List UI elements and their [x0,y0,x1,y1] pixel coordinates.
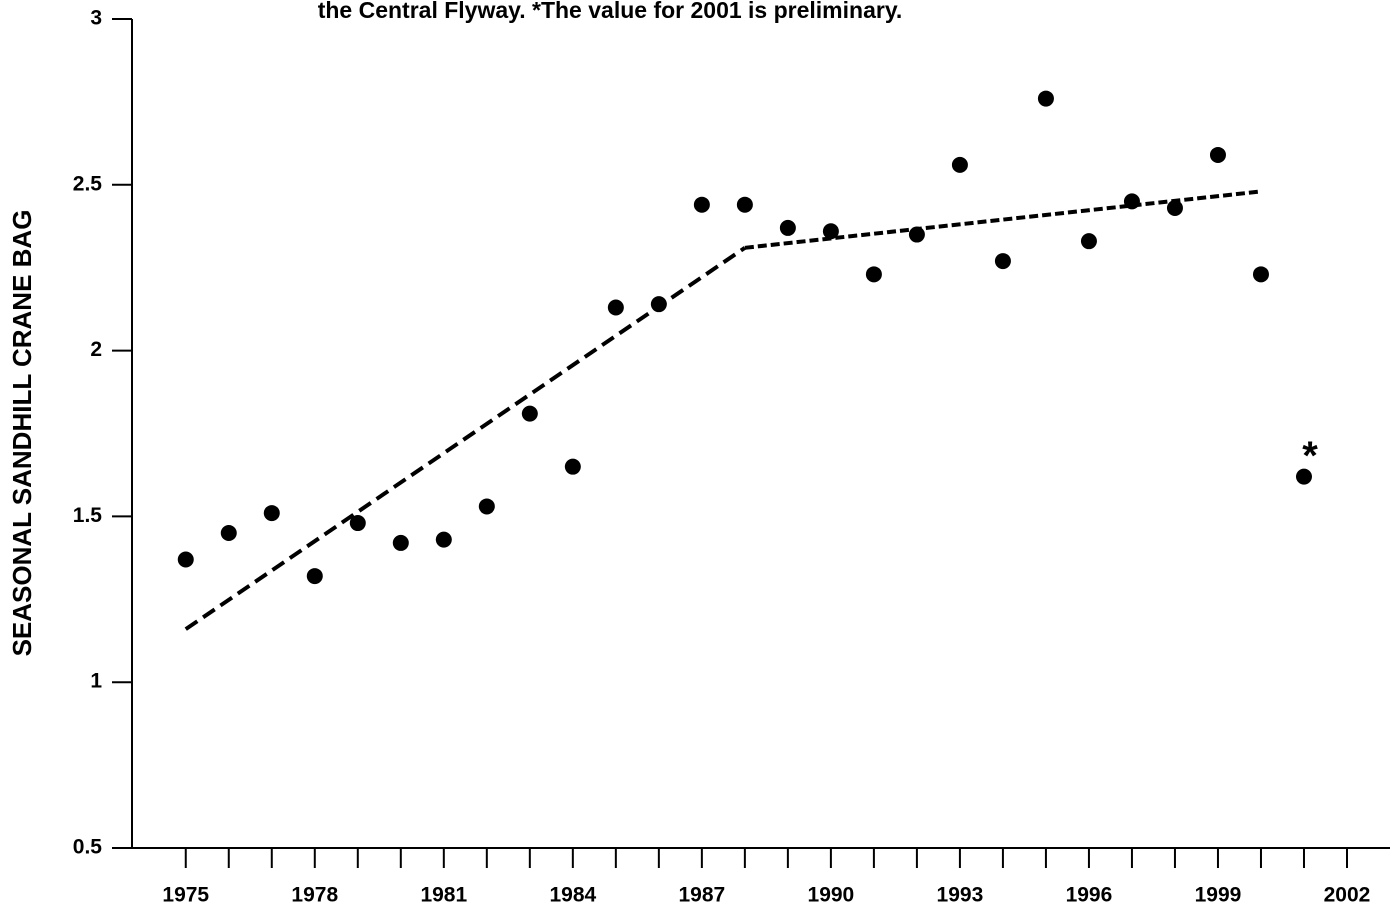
data-point [564,458,581,475]
data-point [220,524,237,541]
data-point [908,226,925,243]
x-tick-label: 1990 [808,884,855,907]
data-point [650,296,667,313]
data-point [607,299,624,316]
data-point [392,534,409,551]
x-tick-label: 1996 [1066,884,1113,907]
data-point [994,253,1011,270]
y-tick-label: 1.5 [73,504,103,527]
trend-line [744,189,1262,250]
x-tick-label: 1981 [420,884,467,907]
data-point [1080,233,1097,250]
data-point [1295,468,1312,485]
data-point [306,568,323,585]
data-point [779,219,796,236]
data-point [1252,266,1269,283]
trend-line [184,246,746,631]
x-tick-label: 2002 [1324,884,1371,907]
data-point [1166,200,1183,217]
y-tick-label: 3 [90,7,102,30]
y-tick-label: 2.5 [73,172,103,195]
data-point [435,531,452,548]
annotation: * [1302,434,1318,478]
data-point [736,196,753,213]
y-tick-label: 1 [90,670,102,693]
data-point [1037,90,1054,107]
x-tick-label: 1984 [549,884,596,907]
data-point [478,498,495,515]
x-tick-label: 1993 [937,884,984,907]
data-point [951,156,968,173]
y-tick-label: 0.5 [73,836,103,859]
y-axis-label: SEASONAL SANDHILL CRANE BAG [7,210,37,657]
data-point [1209,146,1226,163]
data-point [349,515,366,532]
data-point [822,223,839,240]
chart-title: the Central Flyway. *The value for 2001 … [318,0,903,23]
x-tick-label: 1987 [679,884,726,907]
x-tick-label: 1978 [291,884,338,907]
data-point [263,505,280,522]
data-point [521,405,538,422]
data-point [177,551,194,568]
x-tick-label: 1975 [162,884,209,907]
y-tick-label: 2 [90,338,102,361]
x-tick-label: 1999 [1195,884,1242,907]
data-point [865,266,882,283]
data-point [1123,193,1140,210]
data-point [693,196,710,213]
